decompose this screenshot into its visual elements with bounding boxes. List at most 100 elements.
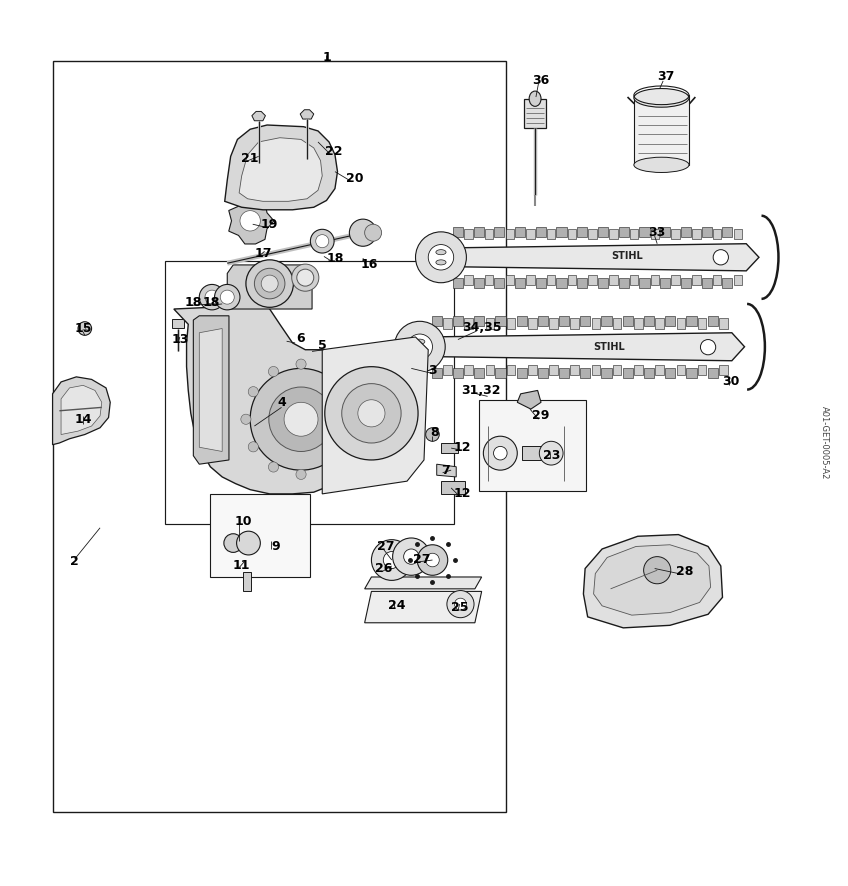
- Polygon shape: [536, 277, 546, 288]
- Circle shape: [323, 462, 333, 472]
- Text: 12: 12: [454, 487, 471, 501]
- Text: 14: 14: [75, 413, 92, 426]
- Polygon shape: [686, 315, 696, 326]
- Circle shape: [383, 552, 400, 569]
- Polygon shape: [594, 545, 711, 615]
- Circle shape: [713, 250, 728, 265]
- Polygon shape: [681, 277, 691, 288]
- Polygon shape: [601, 315, 611, 326]
- Polygon shape: [441, 481, 465, 494]
- Polygon shape: [239, 137, 322, 201]
- Polygon shape: [630, 229, 639, 239]
- Circle shape: [483, 436, 517, 470]
- Polygon shape: [322, 337, 428, 494]
- Polygon shape: [199, 329, 222, 452]
- Text: 23: 23: [543, 449, 560, 462]
- Ellipse shape: [415, 339, 425, 344]
- Polygon shape: [713, 275, 722, 285]
- Polygon shape: [677, 318, 685, 329]
- Polygon shape: [650, 275, 659, 285]
- Polygon shape: [650, 229, 659, 239]
- Circle shape: [371, 540, 412, 580]
- Polygon shape: [619, 277, 629, 288]
- Circle shape: [268, 462, 278, 472]
- Polygon shape: [592, 318, 600, 329]
- Circle shape: [358, 400, 385, 427]
- Polygon shape: [61, 385, 102, 434]
- Circle shape: [292, 264, 319, 291]
- Text: 1: 1: [322, 51, 331, 64]
- Polygon shape: [528, 318, 537, 329]
- Circle shape: [426, 428, 439, 441]
- Polygon shape: [225, 125, 338, 210]
- Polygon shape: [441, 443, 458, 453]
- Circle shape: [394, 322, 445, 372]
- Circle shape: [296, 470, 306, 479]
- Polygon shape: [444, 365, 452, 375]
- Text: A01-GET-0005-A2: A01-GET-0005-A2: [820, 407, 828, 479]
- Polygon shape: [53, 377, 110, 445]
- Polygon shape: [577, 277, 588, 288]
- Polygon shape: [193, 315, 229, 464]
- Polygon shape: [453, 277, 463, 288]
- Polygon shape: [559, 315, 569, 326]
- Polygon shape: [613, 365, 622, 375]
- Polygon shape: [665, 315, 675, 326]
- Polygon shape: [701, 277, 711, 288]
- Text: 22: 22: [325, 144, 342, 158]
- Polygon shape: [660, 227, 670, 237]
- Text: 2: 2: [70, 556, 79, 568]
- Polygon shape: [517, 391, 541, 409]
- Circle shape: [404, 549, 419, 564]
- Text: 20: 20: [346, 172, 363, 185]
- Text: 6: 6: [296, 332, 304, 346]
- Polygon shape: [538, 368, 548, 377]
- Polygon shape: [453, 368, 463, 377]
- Polygon shape: [634, 318, 643, 329]
- Polygon shape: [485, 275, 494, 285]
- Polygon shape: [550, 365, 558, 375]
- Circle shape: [343, 442, 354, 452]
- Polygon shape: [465, 318, 473, 329]
- Polygon shape: [474, 368, 484, 377]
- Circle shape: [248, 386, 259, 397]
- Polygon shape: [494, 227, 505, 237]
- Text: 27: 27: [413, 553, 430, 565]
- Polygon shape: [580, 368, 590, 377]
- Polygon shape: [444, 318, 452, 329]
- Text: 18: 18: [326, 252, 343, 265]
- Circle shape: [455, 598, 466, 610]
- Circle shape: [284, 402, 318, 436]
- Polygon shape: [609, 275, 617, 285]
- Text: STIHL: STIHL: [593, 342, 625, 352]
- Text: 25: 25: [451, 601, 468, 614]
- Bar: [634, 96, 689, 165]
- Polygon shape: [547, 229, 555, 239]
- Polygon shape: [453, 227, 463, 237]
- Polygon shape: [644, 368, 654, 377]
- Polygon shape: [453, 315, 463, 326]
- Text: 34,35: 34,35: [462, 321, 501, 334]
- Text: 5: 5: [318, 339, 326, 352]
- Polygon shape: [486, 365, 494, 375]
- Polygon shape: [464, 275, 472, 285]
- Circle shape: [494, 447, 507, 460]
- Text: 18: 18: [203, 296, 220, 308]
- Polygon shape: [571, 365, 579, 375]
- Text: 4: 4: [277, 396, 286, 408]
- Circle shape: [426, 553, 439, 567]
- Polygon shape: [639, 227, 650, 237]
- Polygon shape: [229, 198, 274, 244]
- Polygon shape: [486, 318, 494, 329]
- Polygon shape: [516, 368, 527, 377]
- Polygon shape: [598, 277, 608, 288]
- Polygon shape: [692, 229, 700, 239]
- Circle shape: [342, 384, 401, 443]
- Polygon shape: [601, 368, 611, 377]
- Polygon shape: [432, 368, 442, 377]
- Polygon shape: [437, 464, 456, 477]
- Text: 8: 8: [430, 426, 438, 439]
- Circle shape: [324, 367, 334, 377]
- Polygon shape: [536, 227, 546, 237]
- Polygon shape: [734, 275, 742, 285]
